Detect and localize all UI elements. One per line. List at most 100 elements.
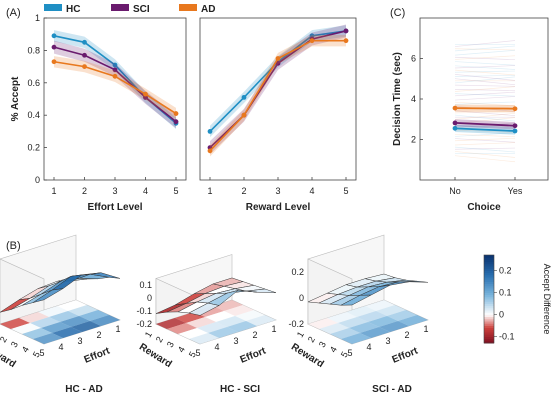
legend-label-hc: HC <box>66 4 80 15</box>
floor-heatmap-cell <box>224 305 254 316</box>
floor-heatmap-cell <box>57 300 87 311</box>
participant-line <box>454 114 516 122</box>
reward-tick-label: 4 <box>328 345 339 354</box>
floor-heatmap-cell <box>22 328 52 339</box>
floor-heatmap-cell <box>327 312 357 323</box>
legend-item-hc: HC <box>44 4 80 15</box>
legend-swatch-sci <box>111 4 129 11</box>
colorbar-segment <box>484 285 494 289</box>
floor-heatmap-cell <box>49 311 79 322</box>
z-tick-label: 0 <box>147 293 152 303</box>
effort-tick-label: 5 <box>347 348 352 358</box>
data-point-sci <box>343 28 349 34</box>
reward-tick-label: 3 <box>9 340 20 349</box>
colorbar-segment <box>484 321 494 324</box>
reward-tick-label: 1 <box>143 330 154 339</box>
z-tick-label: 0 <box>299 293 304 303</box>
participant-line <box>454 89 516 91</box>
y-tick-label: 0.2 <box>27 143 40 153</box>
error-band-hc <box>210 25 346 138</box>
data-point-sci <box>112 67 118 73</box>
floor-heatmap-cell <box>197 322 227 333</box>
participant-line <box>454 84 516 87</box>
y-tick-label: 0.8 <box>27 45 40 55</box>
data-point-hc <box>51 33 57 39</box>
data-point-sci <box>512 123 518 129</box>
floor-heatmap-cell <box>90 315 120 326</box>
colorbar-frame <box>483 254 495 344</box>
floor-heatmap-cell <box>30 317 60 328</box>
chart-reward: 1 2 3 4 5 Reward Level <box>199 17 357 213</box>
floor-heatmap-cell <box>338 317 368 328</box>
legend-label-sci: SCI <box>133 4 150 15</box>
participant-line <box>454 65 516 69</box>
effort-tick-label: 1 <box>271 324 276 334</box>
floor-heatmap-cell <box>167 323 197 334</box>
colorbar-segment <box>484 277 494 280</box>
colorbar-segment <box>484 270 494 274</box>
floor-heatmap-cell <box>387 310 417 321</box>
y-tick-label: 4 <box>411 94 416 104</box>
effort-tick-label: 4 <box>366 342 371 352</box>
surface-cell <box>340 294 372 306</box>
data-point-sci <box>452 120 458 126</box>
x-tick-label: 4 <box>309 186 314 196</box>
floor-heatmap-cell <box>41 322 71 333</box>
participant-line <box>454 61 516 66</box>
colorbar-segment <box>484 312 494 315</box>
surface-cell <box>32 288 64 303</box>
floor-heatmap-cell <box>19 312 49 323</box>
data-point-ad <box>452 105 458 111</box>
colorbar-segment <box>484 283 494 287</box>
participant-line <box>454 147 516 150</box>
effort-tick-label: 3 <box>385 336 390 346</box>
legend-item-sci: SCI <box>111 4 150 15</box>
z-tick-label: 0.1 <box>139 280 152 290</box>
legend-swatch-hc <box>44 4 62 11</box>
colorbar-tick-label: 0.1 <box>499 287 512 297</box>
colorbar-segment <box>484 303 494 307</box>
error-band-sci <box>210 24 346 155</box>
data-point-hc <box>112 62 118 68</box>
effort-tick-label: 1 <box>423 324 428 334</box>
floor-heatmap-cell <box>213 300 243 311</box>
colorbar-segment <box>484 338 494 342</box>
data-point-ad <box>512 106 518 112</box>
y-axis-label: Decision Time (sec) <box>392 52 403 146</box>
colorbar-segment <box>484 323 494 326</box>
data-point-ad <box>241 112 247 118</box>
reward-tick-label: 2 <box>0 335 9 344</box>
floor-heatmap-cell <box>71 321 101 332</box>
floor-heatmap-cell <box>216 316 246 327</box>
floor-heatmap-cell <box>186 317 216 328</box>
error-band-sci <box>54 40 176 129</box>
chart-decision-time: 2 4 6 Decision Time (sec) No Yes Choice <box>392 17 549 213</box>
error-band-hc <box>54 30 176 129</box>
participant-line <box>454 74 516 81</box>
floor-heatmap-cell <box>246 315 276 326</box>
colorbar-tick-label: 0.2 <box>499 265 512 275</box>
colorbar-segment <box>484 261 494 265</box>
colorbar-segment <box>484 296 494 300</box>
participant-line <box>454 125 516 128</box>
x-tick-label: No <box>449 186 461 196</box>
participant-line <box>454 86 516 92</box>
colorbar-segment <box>484 259 494 263</box>
x-tick-label: 5 <box>173 186 178 196</box>
effort-tick-label: 4 <box>214 342 219 352</box>
floor-heatmap-cell <box>349 322 379 333</box>
colorbar-segment <box>484 329 494 333</box>
colorbar: 0.2 0.1 0 -0.1 Accept Difference <box>483 254 552 344</box>
participant-line <box>454 122 516 129</box>
x-tick-label: 5 <box>343 186 348 196</box>
colorbar-segment <box>484 334 494 337</box>
participant-line <box>454 111 516 114</box>
colorbar-segment <box>484 255 494 258</box>
participant-line <box>454 151 516 158</box>
y-tick-label: 0.6 <box>27 78 40 88</box>
floor-heatmap-cell <box>330 328 360 339</box>
x-tick-label: 2 <box>241 186 246 196</box>
participant-line <box>454 138 516 143</box>
